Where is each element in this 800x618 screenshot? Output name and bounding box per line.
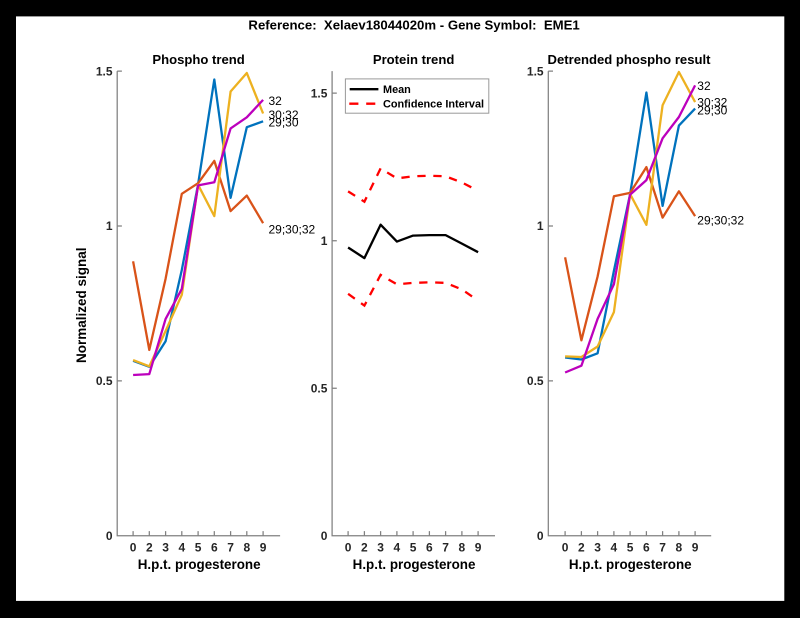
svg-text:8: 8 xyxy=(244,541,251,555)
svg-text:0: 0 xyxy=(345,541,352,555)
svg-text:6: 6 xyxy=(643,541,650,555)
svg-text:0: 0 xyxy=(562,541,569,555)
svg-text:H.p.t. progesterone: H.p.t. progesterone xyxy=(353,557,476,572)
svg-text:0: 0 xyxy=(106,529,113,543)
svg-text:1: 1 xyxy=(537,219,544,233)
svg-text:2: 2 xyxy=(578,541,585,555)
svg-text:Normalized signal: Normalized signal xyxy=(74,247,89,363)
svg-text:2: 2 xyxy=(146,541,153,555)
svg-text:5: 5 xyxy=(627,541,634,555)
svg-text:6: 6 xyxy=(426,541,433,555)
svg-text:29;30: 29;30 xyxy=(269,116,299,130)
svg-text:Reference: Xelaev18044020m -: Reference: Xelaev18044020m - Gene Symbol… xyxy=(248,17,579,32)
svg-text:7: 7 xyxy=(659,541,666,555)
svg-text:8: 8 xyxy=(676,541,683,555)
svg-text:0: 0 xyxy=(321,529,328,543)
svg-text:Protein trend: Protein trend xyxy=(373,52,454,67)
svg-text:30;32: 30;32 xyxy=(697,96,727,110)
svg-text:5: 5 xyxy=(195,541,202,555)
svg-text:32: 32 xyxy=(269,94,283,108)
svg-text:0: 0 xyxy=(537,529,544,543)
svg-text:H.p.t. progesterone: H.p.t. progesterone xyxy=(138,557,261,572)
svg-text:3: 3 xyxy=(377,541,384,555)
svg-text:29;30: 29;30 xyxy=(697,103,727,117)
svg-text:Confidence Interval: Confidence Interval xyxy=(383,98,484,110)
svg-text:4: 4 xyxy=(179,541,186,555)
svg-text:Mean: Mean xyxy=(383,84,411,96)
svg-text:7: 7 xyxy=(227,541,234,555)
svg-text:3: 3 xyxy=(594,541,601,555)
svg-text:0.5: 0.5 xyxy=(311,381,328,395)
svg-text:1.5: 1.5 xyxy=(527,64,544,78)
svg-text:6: 6 xyxy=(211,541,218,555)
svg-text:9: 9 xyxy=(475,541,482,555)
svg-text:0: 0 xyxy=(130,541,137,555)
svg-text:29;30;32: 29;30;32 xyxy=(269,223,316,237)
svg-text:1.5: 1.5 xyxy=(96,64,113,78)
svg-text:H.p.t. progesterone: H.p.t. progesterone xyxy=(569,557,692,572)
svg-text:Detrended phospho result: Detrended phospho result xyxy=(548,52,712,67)
svg-text:29;30;32: 29;30;32 xyxy=(697,213,744,227)
svg-text:32: 32 xyxy=(697,79,711,93)
svg-text:8: 8 xyxy=(459,541,466,555)
svg-text:7: 7 xyxy=(442,541,449,555)
svg-text:1: 1 xyxy=(321,234,328,248)
svg-text:2: 2 xyxy=(361,541,368,555)
svg-text:30;32: 30;32 xyxy=(269,108,299,122)
svg-text:1: 1 xyxy=(106,219,113,233)
svg-text:0.5: 0.5 xyxy=(96,374,113,388)
svg-text:4: 4 xyxy=(611,541,618,555)
svg-text:4: 4 xyxy=(394,541,401,555)
svg-text:Phospho trend: Phospho trend xyxy=(152,52,244,67)
svg-text:9: 9 xyxy=(692,541,699,555)
svg-text:9: 9 xyxy=(260,541,267,555)
svg-text:0.5: 0.5 xyxy=(527,374,544,388)
svg-text:1.5: 1.5 xyxy=(311,86,328,100)
svg-text:3: 3 xyxy=(162,541,169,555)
svg-text:5: 5 xyxy=(410,541,417,555)
